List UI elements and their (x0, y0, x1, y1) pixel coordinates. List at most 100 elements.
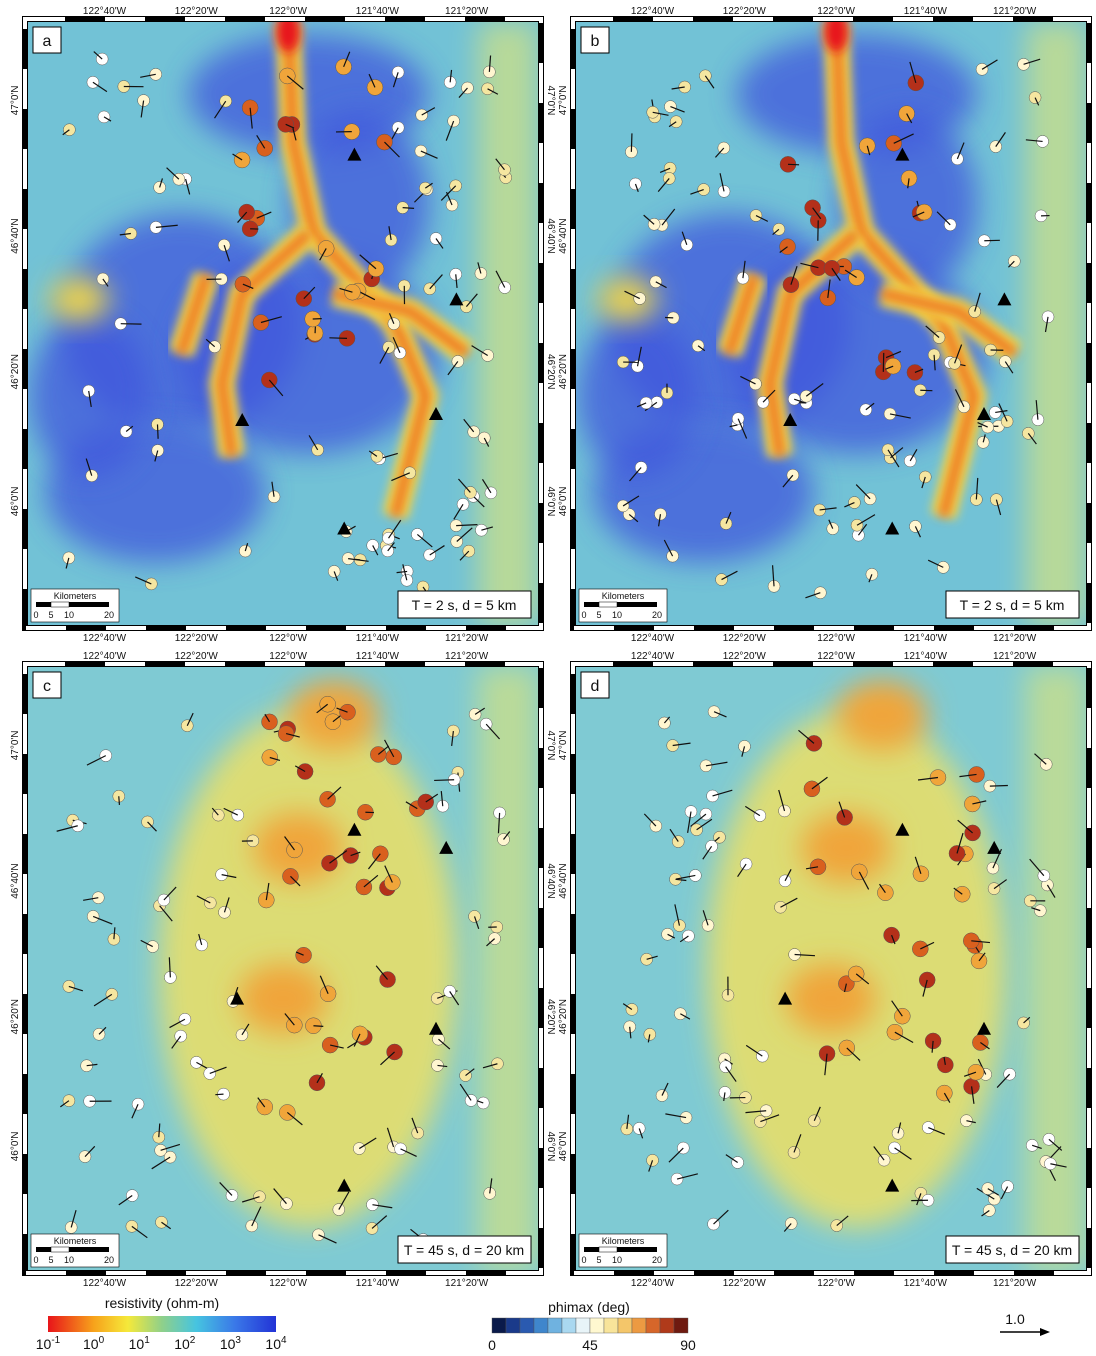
induction-arrow (458, 87, 468, 98)
lon-label: 121°20'W (993, 633, 1037, 644)
induction-arrow (241, 1196, 260, 1203)
induction-arrow (330, 1044, 344, 1049)
induction-arrow (721, 570, 738, 581)
lon-label: 122°20'W (723, 651, 767, 662)
induction-arrow (338, 1191, 350, 1210)
induction-arrow (790, 266, 798, 285)
induction-arrow (675, 878, 687, 882)
induction-arrow (987, 1188, 999, 1196)
lat-label: 46°0'N (10, 486, 21, 516)
colorbar-tick: 100 (83, 1335, 105, 1352)
induction-arrow (358, 1137, 377, 1150)
map-panel: 122°40'W 122°40'W 122°20'W 122°20'W 122°0'W 1… (558, 6, 1096, 644)
orange-core (837, 680, 927, 751)
induction-arrow (285, 123, 295, 129)
volcano (337, 1178, 352, 1192)
induction-arrow (713, 1209, 729, 1225)
induction-arrow (667, 933, 676, 939)
lat-label: 46°20'N (545, 999, 556, 1034)
scale-tick: 10 (64, 1255, 74, 1265)
induction-arrow (931, 1040, 934, 1053)
induction-arrow (663, 539, 674, 557)
induction-arrow (805, 866, 819, 870)
lon-label: 121°40'W (356, 6, 400, 17)
induction-arrow (135, 576, 152, 585)
map-panel: 122°40'W 122°40'W 122°20'W 122°20'W 122°0'W 1… (558, 651, 1096, 1289)
induction-arrow (1029, 858, 1045, 877)
induction-arrow (159, 178, 164, 188)
lon-label: 121°40'W (356, 651, 400, 662)
induction-arrow (687, 811, 692, 833)
lon-label: 121°40'W (356, 633, 400, 644)
induction-arrow (977, 422, 988, 428)
induction-arrow (980, 1042, 990, 1050)
letter-box (580, 26, 610, 54)
induction-arrow (1046, 884, 1056, 898)
induction-arrow (465, 293, 478, 308)
induction-arrow (186, 712, 194, 726)
induction-arrow (113, 927, 116, 940)
induction-arrow (865, 402, 875, 411)
induction-arrow (928, 1126, 945, 1135)
induction-arrow (856, 514, 876, 526)
induction-arrow (783, 1223, 792, 1232)
induction-arrow (812, 207, 822, 220)
scale-tick: 5 (596, 1255, 601, 1265)
induction-arrow (956, 142, 965, 160)
induction-arrow (357, 290, 376, 301)
lat-label: 47°0'N (558, 730, 569, 760)
induction-arrow (387, 542, 395, 552)
induction-arrow (384, 141, 400, 158)
induction-arrow (269, 756, 281, 761)
induction-arrow (268, 379, 284, 397)
panel-letter: b (591, 33, 600, 50)
induction-arrow (98, 1026, 107, 1035)
edge-tint (478, 667, 538, 1270)
induction-arrow (103, 116, 112, 122)
lat-label: 46°0'N (558, 1131, 569, 1161)
induction-arrow (995, 499, 1002, 516)
induction-arrow (927, 559, 944, 568)
volcano (337, 521, 352, 535)
induction-arrow (92, 915, 113, 925)
map-background (576, 22, 1086, 625)
induction-arrow (232, 153, 243, 161)
lon-label: 122°0'W (817, 651, 855, 662)
letter-box (32, 671, 62, 699)
tick-base: 10 (174, 1336, 190, 1352)
induction-arrow (909, 449, 918, 462)
induction-arrow (690, 813, 707, 827)
induction-arrow (285, 733, 300, 738)
induction-arrow (914, 856, 922, 874)
induction-arrow (836, 1215, 849, 1227)
phimax-swatch (533, 1317, 549, 1334)
scale-tick: 0 (581, 1255, 586, 1265)
induction-arrow (377, 745, 390, 755)
induction-arrow (92, 81, 108, 93)
induction-arrow (147, 821, 157, 832)
resistivity-colorbar (48, 1316, 276, 1332)
induction-arrow (429, 545, 445, 556)
lat-label: 46°40'N (10, 218, 21, 253)
induction-arrow (657, 178, 670, 192)
induction-arrow (956, 832, 964, 854)
orange-core (238, 963, 328, 1034)
induction-arrow (161, 1221, 172, 1230)
induction-arrow (343, 51, 351, 68)
induction-arrow (844, 269, 857, 279)
induction-arrow (858, 871, 870, 890)
induction-arrow (670, 106, 685, 113)
induction-arrow (805, 383, 824, 397)
lon-label: 122°0'W (817, 633, 855, 644)
colorbar-title: phimax (deg) (548, 1299, 630, 1315)
induction-arrow (125, 425, 134, 432)
induction-arrow (1023, 1016, 1031, 1024)
lat-label: 47°0'N (1093, 85, 1096, 115)
induction-arrow (995, 410, 1008, 414)
lon-label: 122°0'W (269, 1278, 307, 1289)
induction-arrow (242, 283, 254, 289)
lat-label: 46°20'N (10, 999, 21, 1034)
induction-arrow (83, 897, 99, 901)
letter-box (580, 671, 610, 699)
induction-arrow (488, 55, 492, 72)
